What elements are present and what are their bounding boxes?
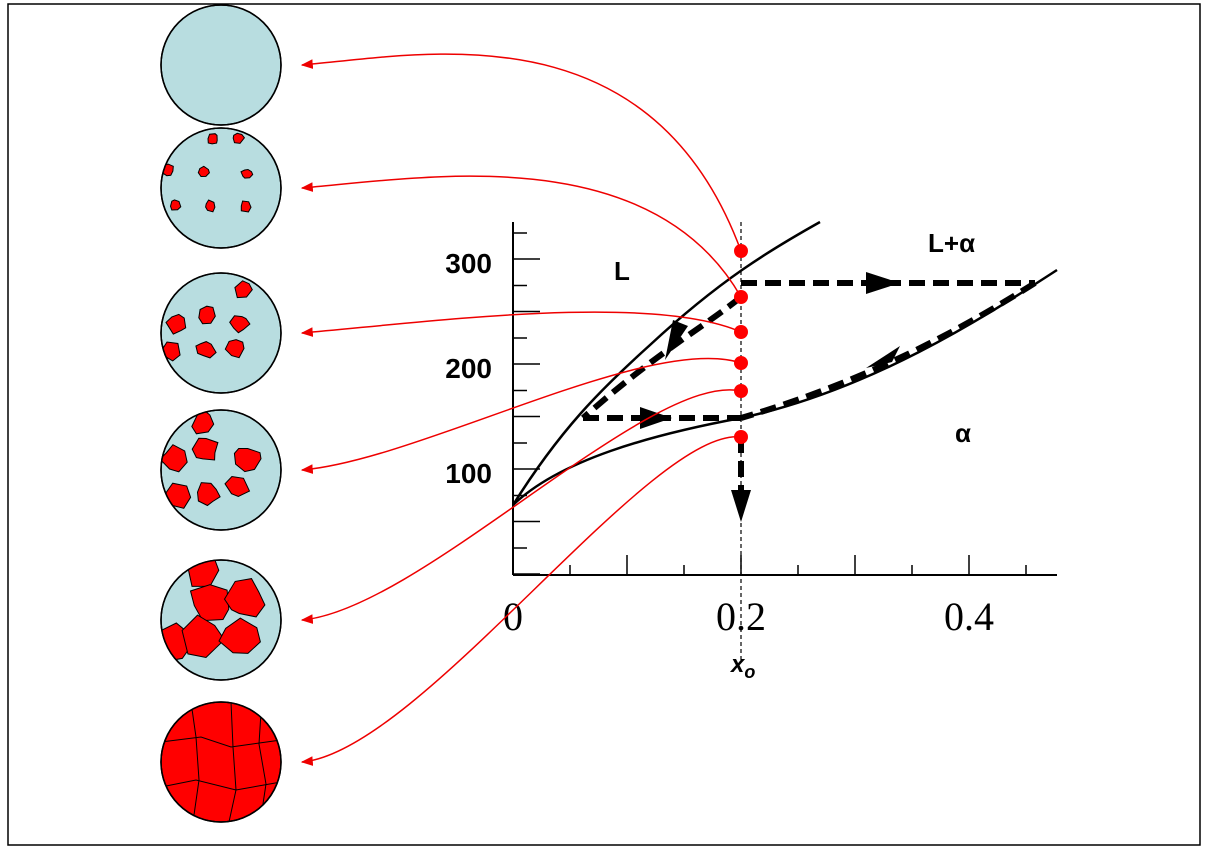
state-point [734, 244, 748, 258]
cooling-path [583, 283, 1035, 500]
state-point [734, 356, 748, 370]
link [302, 358, 741, 470]
region-label: α [955, 418, 971, 448]
state-point [734, 384, 748, 398]
composition-label: xo [729, 651, 755, 682]
link [302, 176, 741, 297]
link [302, 54, 741, 251]
y-tick-label: 200 [445, 353, 492, 384]
region-label: L [614, 256, 630, 286]
grain [206, 200, 215, 212]
state-point [734, 290, 748, 304]
grain [208, 134, 217, 144]
grain [241, 201, 251, 212]
y-tick-label: 300 [445, 248, 492, 279]
composition-subscript: o [744, 662, 755, 682]
microstructures [150, 5, 281, 822]
diagram: 300 200 100 0 0.2 0.4 L L+α α xo [0, 0, 1209, 851]
state-point [734, 325, 748, 339]
arrowheads [640, 272, 900, 522]
link [302, 390, 741, 620]
x-tick-label: 0.4 [944, 594, 994, 639]
region-label: L+α [928, 228, 975, 258]
links [302, 54, 748, 762]
y-tick-label: 100 [445, 458, 492, 489]
liquidus [513, 222, 820, 505]
state-point [734, 430, 748, 444]
solidus [513, 270, 1057, 505]
grain [171, 200, 181, 210]
